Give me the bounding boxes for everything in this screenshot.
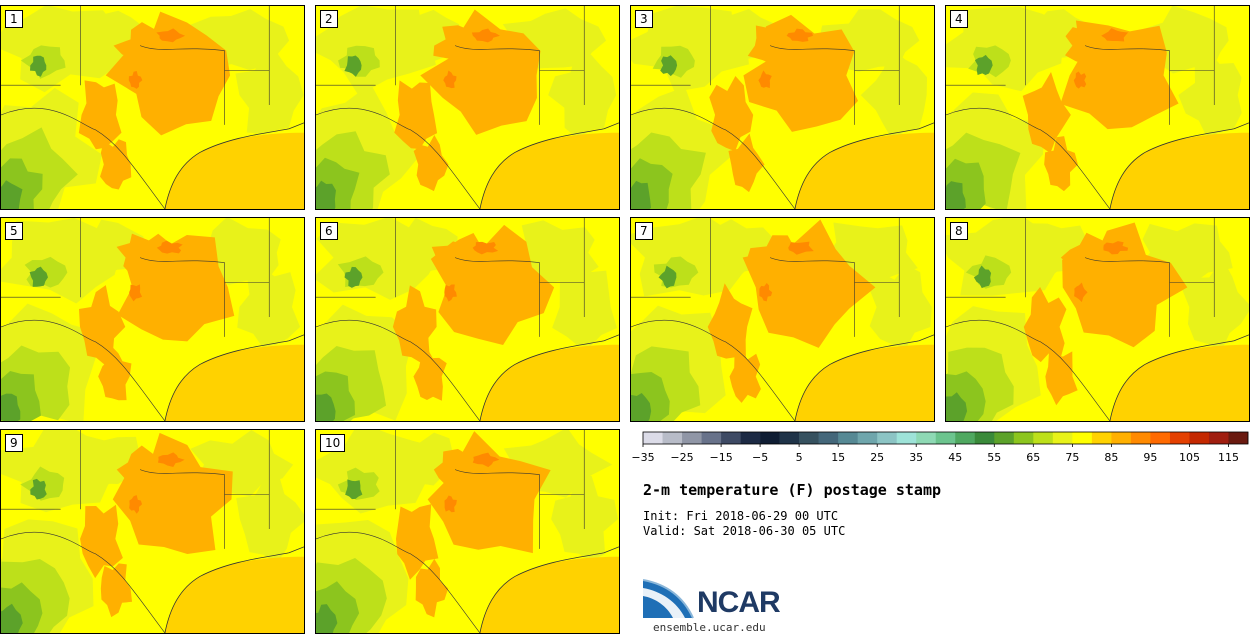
colorbar-tick-label: 15 [831, 451, 845, 464]
panel-label: 6 [320, 222, 338, 240]
colorbar: −35 −25 −15 −5 5 15 25 35 45 55 65 75 85 95 105 115 [631, 431, 1249, 466]
map-panel-5: 5 [0, 217, 305, 422]
colorbar-swatch [1150, 432, 1171, 444]
colorbar-swatch [760, 432, 780, 444]
panel-label: 1 [5, 10, 23, 28]
ncar-logo-icon [643, 579, 694, 619]
colorbar-swatch [721, 432, 741, 444]
colorbar-swatch [818, 432, 839, 444]
panel-label: 9 [5, 434, 23, 452]
colorbar-swatch [799, 432, 819, 444]
temperature-map [946, 6, 1249, 209]
colorbar-svg: −35 −25 −15 −5 5 15 25 35 45 55 65 75 85 95 105 115 [631, 431, 1249, 464]
temperature-map [316, 430, 619, 633]
website-url: ensemble.ucar.edu [653, 621, 766, 634]
colorbar-swatch [740, 432, 761, 444]
colorbar-swatch [974, 432, 995, 444]
map-panel-7: 7 [630, 217, 935, 422]
colorbar-swatch [1208, 432, 1229, 444]
chart-title: 2-m temperature (F) postage stamp [643, 481, 942, 499]
colorbar-swatch [935, 432, 956, 444]
map-panel-6: 6 [315, 217, 620, 422]
temperature-map [316, 218, 619, 421]
temperature-map [631, 6, 934, 209]
temperature-map [1, 218, 304, 421]
colorbar-swatch [1033, 432, 1054, 444]
colorbar-swatch [1013, 432, 1034, 444]
colorbar-tick-label: 55 [987, 451, 1001, 464]
colorbar-swatch [1091, 432, 1112, 444]
map-panel-10: 10 [315, 429, 620, 634]
colorbar-tick-label: 105 [1179, 451, 1200, 464]
panel-label: 4 [950, 10, 968, 28]
logo-wordmark: NCAR [697, 586, 781, 619]
colorbar-swatch [838, 432, 858, 444]
colorbar-swatch [682, 432, 702, 444]
colorbar-swatch [994, 432, 1015, 444]
colorbar-swatch [955, 432, 976, 444]
colorbar-swatch [877, 432, 898, 444]
colorbar-tick-label: 25 [870, 451, 884, 464]
colorbar-tick-label: −35 [631, 451, 654, 464]
map-panel-8: 8 [945, 217, 1250, 422]
colorbar-tick-label: 75 [1065, 451, 1079, 464]
temperature-map [316, 6, 619, 209]
valid-time: Valid: Sat 2018-06-30 05 UTC [643, 524, 846, 538]
temperature-map [946, 218, 1249, 421]
colorbar-tick-label: 35 [909, 451, 923, 464]
panel-label: 3 [635, 10, 653, 28]
colorbar-swatch [1111, 432, 1132, 444]
panel-label: 8 [950, 222, 968, 240]
colorbar-tick-label: 45 [948, 451, 962, 464]
colorbar-tick-label: −25 [670, 451, 693, 464]
init-time: Init: Fri 2018-06-29 00 UTC [643, 509, 839, 523]
map-panel-4: 4 [945, 5, 1250, 210]
temperature-map [1, 6, 304, 209]
map-panel-9: 9 [0, 429, 305, 634]
panel-label: 2 [320, 10, 338, 28]
colorbar-tick-label: 65 [1026, 451, 1040, 464]
colorbar-swatch [1130, 432, 1151, 444]
map-panel-1: 1 [0, 5, 305, 210]
panel-label: 10 [320, 434, 346, 452]
colorbar-swatch [1189, 432, 1210, 444]
colorbar-tick-label: 85 [1104, 451, 1118, 464]
colorbar-tick-label: −5 [752, 451, 768, 464]
colorbar-swatch [1072, 432, 1093, 444]
colorbar-swatch [1169, 432, 1190, 444]
colorbar-tick-label: 5 [796, 451, 803, 464]
colorbar-swatch [643, 432, 663, 444]
colorbar-tick-label: 95 [1143, 451, 1157, 464]
colorbar-swatch [916, 432, 937, 444]
temperature-map [1, 430, 304, 633]
colorbar-swatch [779, 432, 800, 444]
colorbar-swatch [701, 432, 722, 444]
panel-label: 5 [5, 222, 23, 240]
map-panel-3: 3 [630, 5, 935, 210]
colorbar-swatch [857, 432, 878, 444]
colorbar-swatch [1052, 432, 1073, 444]
colorbar-swatch [896, 432, 917, 444]
colorbar-tick-label: −15 [709, 451, 732, 464]
colorbar-swatch [1228, 432, 1249, 444]
map-panel-2: 2 [315, 5, 620, 210]
panel-label: 7 [635, 222, 653, 240]
colorbar-tick-label: 115 [1218, 451, 1239, 464]
temperature-map [631, 218, 934, 421]
colorbar-swatch [662, 432, 683, 444]
